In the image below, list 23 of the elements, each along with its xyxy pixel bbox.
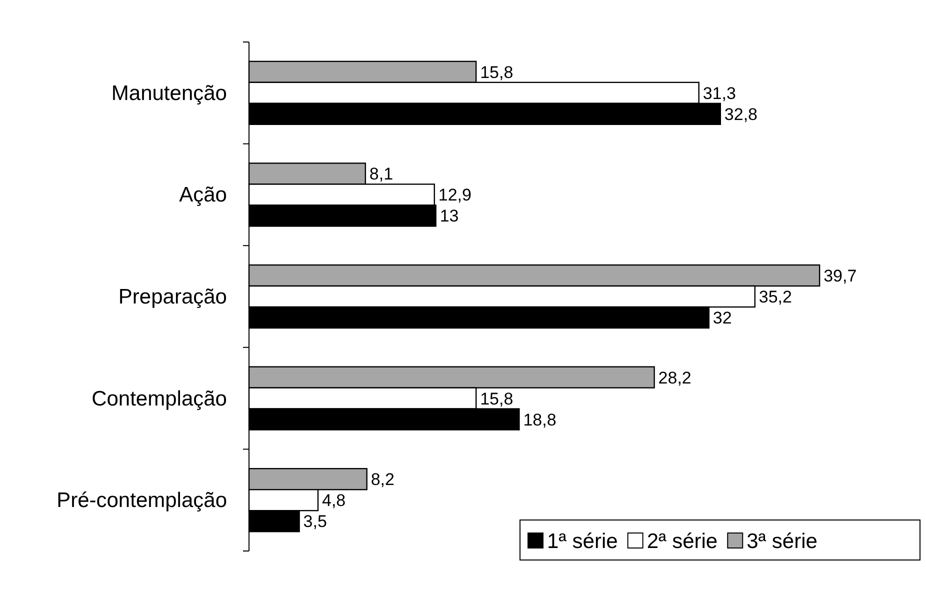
data-label: 15,8 xyxy=(480,389,514,408)
data-label: 13 xyxy=(440,206,459,226)
data-label: 39,7 xyxy=(824,266,857,286)
data-label: 4,8 xyxy=(322,491,346,510)
legend-label: 2ª série xyxy=(646,530,718,553)
data-label: 18,8 xyxy=(523,410,556,430)
y-tick-label: Manutenção xyxy=(111,82,227,105)
y-tick-label: Contemplação xyxy=(92,387,227,410)
y-tick-label: Ação xyxy=(179,184,227,207)
data-label: 15,8 xyxy=(480,62,514,82)
y-tick-label: Preparação xyxy=(118,286,227,308)
y-tick-label: Pré-contemplação xyxy=(56,489,227,512)
data-label: 28,2 xyxy=(658,368,692,388)
data-label: 35,2 xyxy=(758,288,792,306)
data-label: 12,9 xyxy=(438,186,472,205)
data-label: 8,2 xyxy=(370,470,394,490)
data-label: 32 xyxy=(712,308,732,328)
data-label: 8,1 xyxy=(369,164,394,184)
data-label: 3,5 xyxy=(303,512,327,532)
data-label: 31,3 xyxy=(702,84,736,103)
data-label: 32,8 xyxy=(724,104,758,124)
legend-label: 3ª série xyxy=(746,530,818,553)
legend-label: 1ª série xyxy=(547,530,618,553)
